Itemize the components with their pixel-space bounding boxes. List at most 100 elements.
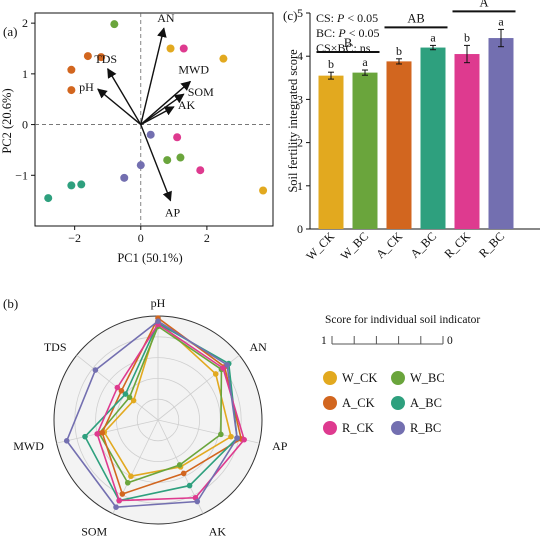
pca-point-r-bc xyxy=(146,130,155,139)
legend-marker-w-bc xyxy=(391,371,405,385)
legend-marker-r-ck xyxy=(323,421,337,435)
pca-point-a-ck xyxy=(67,65,76,74)
bar-w-ck xyxy=(318,75,344,229)
bar-ytick-label: 4 xyxy=(297,49,303,63)
radar-chart: pH AN AP AK SOM MWD TDS xyxy=(13,296,287,538)
group-letter: A xyxy=(479,0,488,9)
bar-category-label: A_CK xyxy=(373,229,405,261)
radar-series-r-bc xyxy=(65,320,238,508)
pca-point-w-bc xyxy=(163,156,172,165)
radar-point xyxy=(176,462,183,468)
loading-label-ap: AP xyxy=(165,206,181,220)
radar-point xyxy=(122,391,129,397)
pca-point-r-ck xyxy=(173,133,182,142)
pca-point-r-ck xyxy=(196,166,205,175)
scale-title: Score for individual soil indicator xyxy=(325,314,480,326)
bar-w-bc xyxy=(352,72,378,229)
radar-point xyxy=(92,367,99,373)
panel-a-label: (a) xyxy=(3,24,17,39)
loading-label-an: AN xyxy=(157,11,175,25)
bar-chart: 0 1 2 3 4 5 b a b a b a B AB A W_CK W_BC A_CK A_BC R_CK R… xyxy=(286,0,540,263)
pca-xtick-label: −2 xyxy=(68,231,81,245)
radar-point xyxy=(119,491,126,497)
radar-point xyxy=(194,498,201,505)
group-letter: B xyxy=(344,36,352,50)
significance-letter: a xyxy=(498,14,504,28)
radar-point xyxy=(220,365,226,371)
radar-point xyxy=(124,479,131,486)
significance-letter: b xyxy=(396,44,402,58)
pca-point-a-bc xyxy=(77,180,86,189)
significance-letter: a xyxy=(362,55,368,69)
scale-max-label: 0 xyxy=(447,335,453,347)
radar-point xyxy=(212,371,219,377)
pca-point-a-bc xyxy=(67,181,76,190)
legend-marker-a-bc xyxy=(391,396,405,410)
radar-point xyxy=(224,362,230,368)
radar-point xyxy=(241,436,247,443)
radar-axis-label-ak: AK xyxy=(209,524,227,538)
radar-point xyxy=(128,473,134,480)
radar-point xyxy=(116,497,122,504)
bar-category-label: W_BC xyxy=(338,229,371,262)
radar-series-r-ck xyxy=(96,323,246,502)
loading-label-mwd: MWD xyxy=(178,62,209,76)
pca-point-r-bc xyxy=(136,161,145,170)
bar-a-bc xyxy=(420,47,446,230)
loading-arrow-ap xyxy=(140,124,172,202)
radar-series-a-ck xyxy=(101,316,243,496)
radar-point xyxy=(218,431,224,438)
radar-point xyxy=(118,388,125,394)
radar-point xyxy=(63,438,70,444)
panel-c-label: (c) xyxy=(283,8,297,23)
pca-point-a-bc xyxy=(44,194,53,203)
pca-xtick-label: 0 xyxy=(138,231,144,245)
pca-ytick-label: 1 xyxy=(22,67,28,81)
radar-point xyxy=(228,433,234,440)
legend-marker-r-bc xyxy=(391,421,405,435)
radar-point xyxy=(130,397,137,404)
pca-point-r-bc xyxy=(120,173,129,182)
pca-point-a-ck xyxy=(67,86,76,95)
bar-category-label: R_BC xyxy=(476,229,507,260)
legend: W_CK W_BC A_CK A_BC R_CK R_BC xyxy=(323,371,445,435)
pca-point-w-ck xyxy=(259,186,268,195)
legend-label: R_BC xyxy=(410,421,441,435)
loading-label-tds: TDS xyxy=(94,52,117,66)
radar-axis-label-ap: AP xyxy=(272,439,288,453)
significance-letter: b xyxy=(328,57,334,71)
significance-letter: a xyxy=(430,30,436,44)
pca-ytick-label: 0 xyxy=(22,118,28,132)
loading-label-som: SOM xyxy=(188,85,214,99)
radar-axis-label-an: AN xyxy=(249,340,267,354)
scale-min-label: 1 xyxy=(321,335,327,347)
radar-point xyxy=(114,384,121,391)
loading-arrow-som xyxy=(140,93,185,126)
panel-b-label: (b) xyxy=(3,296,18,311)
loading-arrow-mwd xyxy=(140,80,192,126)
legend-label: W_CK xyxy=(342,371,377,385)
pca-xtick-label: 2 xyxy=(204,231,210,245)
bar-ytick-label: 5 xyxy=(297,6,303,20)
pca-plot-frame xyxy=(34,12,274,227)
legend-marker-a-ck xyxy=(323,396,337,410)
radar-series-a-bc xyxy=(84,322,238,502)
stat-line: CS×BC: ns xyxy=(316,41,371,55)
radar-axis-label-ph: pH xyxy=(151,296,166,310)
legend-label: W_BC xyxy=(410,371,445,385)
radar-point xyxy=(113,504,119,510)
radar-axis-label-som: SOM xyxy=(81,524,107,538)
loading-label-ph: pH xyxy=(79,80,94,94)
pca-point-w-bc xyxy=(176,153,185,162)
stat-line: CS: P < 0.05 xyxy=(316,11,378,25)
pca-point-a-ck xyxy=(97,53,106,62)
pca-ytick-label: 2 xyxy=(22,16,28,30)
pca-point-w-bc xyxy=(110,20,119,29)
bar-ytick-label: 0 xyxy=(297,222,303,236)
radar-point xyxy=(99,429,106,436)
bar-r-bc xyxy=(488,38,514,229)
pca-point-w-ck xyxy=(219,54,228,63)
pca-ylabel: PC2 (20.6%) xyxy=(0,88,14,153)
